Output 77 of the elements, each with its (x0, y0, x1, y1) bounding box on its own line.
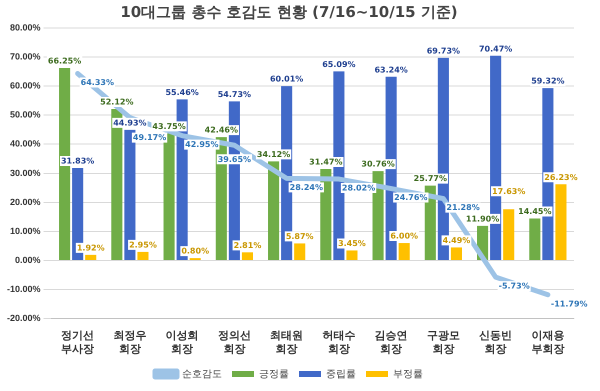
data-label: 0.80% (181, 246, 210, 256)
data-label: 31.47% (309, 158, 342, 167)
data-label: 60.01% (270, 74, 304, 84)
data-label: 17.63% (492, 186, 526, 196)
data-label: 31.83% (60, 156, 94, 166)
data-label: 63.24% (374, 65, 408, 74)
x-tick-label: 정기선 부사장 (61, 330, 94, 356)
legend-label: 중립률 (326, 368, 356, 380)
data-label: 28.02% (342, 184, 376, 193)
data-label: 69.73% (426, 46, 460, 56)
bar (450, 247, 462, 260)
data-label: 14.45% (518, 207, 552, 216)
legend-label: 긍정률 (259, 368, 289, 380)
bar (242, 252, 254, 260)
y-tick-label: 20.00% (10, 196, 41, 207)
legend-label: 부정률 (393, 368, 423, 380)
data-label: 66.25% (48, 56, 82, 66)
data-label: 30.76% (361, 160, 395, 169)
y-tick-label: -20.00% (6, 313, 41, 324)
bar (346, 250, 358, 260)
data-label: 26.23% (544, 172, 578, 182)
data-label: 2.95% (129, 240, 157, 250)
bar (137, 252, 149, 260)
data-label: 39.65% (218, 154, 252, 164)
data-label: 1.92% (76, 243, 105, 252)
y-tick-label: 0.00% (14, 254, 41, 265)
x-tick-label: 정의선 회장 (218, 330, 251, 356)
data-label: 2.81% (234, 240, 262, 250)
x-tick-label: 허태수 회장 (322, 330, 356, 356)
data-label: 64.33% (80, 78, 114, 88)
x-tick-label: 신동빈 회장 (479, 330, 512, 356)
data-label: 54.73% (218, 90, 252, 100)
x-tick-label: 최정우 회장 (113, 330, 146, 356)
data-label: 6.00% (390, 232, 418, 241)
bar (85, 254, 96, 260)
bar (503, 209, 514, 260)
y-tick-label: 80.00% (10, 22, 41, 32)
y-tick-label: 10.00% (10, 226, 41, 236)
data-label: 5.87% (286, 232, 314, 241)
data-label: 25.77% (414, 174, 447, 184)
data-label: 42.46% (204, 126, 238, 135)
x-tick-label: 이재용 부회장 (531, 330, 564, 356)
x-tick-label: 이성희 회장 (166, 330, 199, 356)
y-tick-label: 40.00% (10, 138, 41, 149)
data-label: 24.76% (394, 193, 428, 202)
data-label: -11.79% (550, 299, 588, 308)
data-label: 3.45% (338, 239, 366, 248)
data-label: 42.95% (185, 140, 218, 150)
x-tick-label: 구광모 회장 (426, 330, 460, 356)
x-tick-label: 김승연 회장 (374, 330, 408, 356)
data-label: 52.12% (100, 98, 134, 107)
bar (398, 243, 410, 260)
bar (268, 161, 280, 260)
data-label: 65.09% (322, 60, 356, 69)
chart-title: 10대그룹 총수 호감도 현황 (7/16~10/15 기준) (120, 2, 458, 21)
data-label: -5.73% (498, 282, 530, 291)
data-label: 59.32% (531, 76, 565, 86)
data-label: 49.17% (132, 133, 166, 142)
bar (294, 243, 306, 260)
y-tick-label: 70.00% (10, 52, 41, 62)
data-label: 34.12% (256, 150, 290, 159)
data-label: 11.90% (466, 214, 500, 224)
y-tick-label: 30.00% (10, 168, 41, 178)
legend-label: 순호감도 (182, 368, 222, 380)
data-label: 44.93% (113, 118, 147, 128)
y-tick-label: -10.00% (6, 284, 41, 294)
data-label: 4.49% (442, 236, 470, 246)
data-label: 28.24% (290, 182, 323, 192)
bar (529, 218, 540, 260)
x-tick-label: 최태원 회장 (270, 330, 304, 356)
y-tick-label: 50.00% (10, 110, 41, 120)
bar (555, 184, 566, 260)
y-tick-label: 60.00% (10, 80, 41, 91)
data-label: 21.28% (446, 203, 480, 212)
data-label: 55.46% (165, 88, 199, 97)
data-label: 43.75% (152, 122, 186, 131)
data-label: 70.47% (478, 44, 512, 54)
